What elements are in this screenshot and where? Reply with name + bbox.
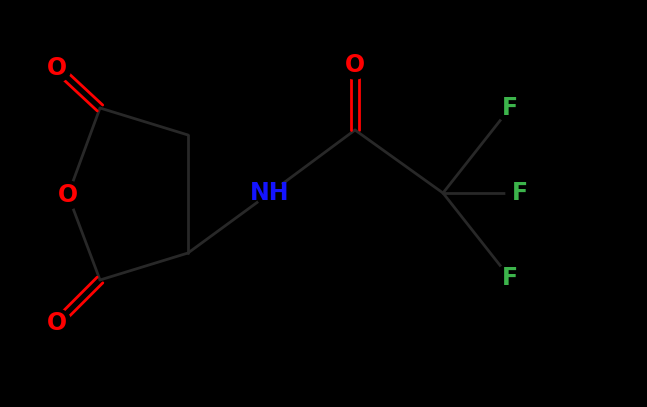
- Circle shape: [506, 179, 534, 207]
- Circle shape: [496, 264, 524, 292]
- Circle shape: [341, 51, 369, 79]
- Circle shape: [43, 54, 71, 82]
- Circle shape: [496, 94, 524, 122]
- Text: F: F: [502, 266, 518, 290]
- Text: O: O: [345, 53, 365, 77]
- Circle shape: [43, 309, 71, 337]
- Text: O: O: [47, 311, 67, 335]
- Text: O: O: [58, 183, 78, 207]
- Text: NH: NH: [250, 181, 290, 205]
- Circle shape: [256, 179, 284, 207]
- Circle shape: [54, 181, 82, 209]
- Text: O: O: [47, 56, 67, 80]
- Text: F: F: [512, 181, 528, 205]
- Text: F: F: [502, 96, 518, 120]
